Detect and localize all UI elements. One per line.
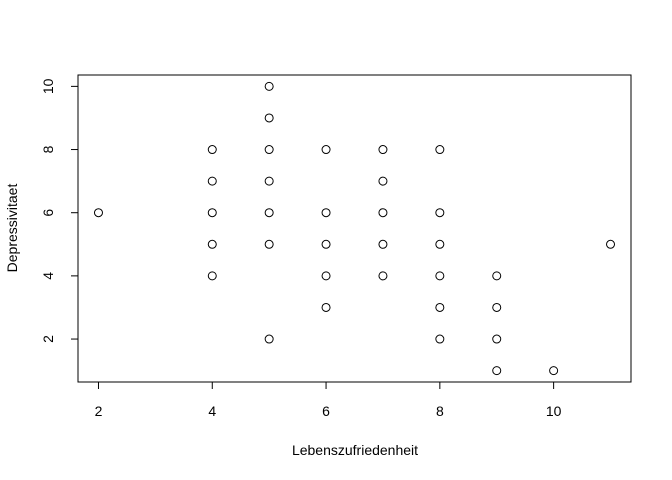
data-point <box>492 302 502 312</box>
data-point <box>321 302 331 312</box>
x-axis-label: Lebenszufriedenheit <box>292 442 418 458</box>
x-tick-label: 2 <box>95 403 103 419</box>
data-point <box>264 334 274 344</box>
y-tick-label: 10 <box>40 78 56 94</box>
data-point <box>321 145 331 155</box>
data-point <box>207 208 217 218</box>
data-point <box>264 208 274 218</box>
data-point <box>492 334 502 344</box>
data-point <box>207 271 217 281</box>
data-point <box>492 366 502 376</box>
data-point <box>321 208 331 218</box>
data-point <box>207 176 217 186</box>
data-point <box>435 271 445 281</box>
data-point <box>264 239 274 249</box>
data-point <box>93 208 103 218</box>
y-tick-label: 6 <box>40 209 56 217</box>
data-point <box>492 271 502 281</box>
data-point <box>264 176 274 186</box>
data-points <box>93 81 616 376</box>
y-tick-label: 2 <box>40 335 56 343</box>
plot-frame <box>77 74 632 383</box>
y-axis-label: Depressivitaet <box>4 184 20 273</box>
data-point <box>264 81 274 91</box>
data-point <box>549 366 559 376</box>
y-tick-label: 4 <box>40 272 56 280</box>
data-point <box>606 239 616 249</box>
x-tick-label: 6 <box>322 403 330 419</box>
x-tick-label: 4 <box>208 403 216 419</box>
y-tick-label: 8 <box>40 145 56 153</box>
x-tick-label: 10 <box>546 403 562 419</box>
data-point <box>378 208 388 218</box>
x-axis: 2 4 6 8 10 <box>95 381 562 419</box>
data-point <box>378 145 388 155</box>
data-point <box>207 239 217 249</box>
data-point <box>435 208 445 218</box>
data-point <box>378 176 388 186</box>
data-point <box>207 145 217 155</box>
x-tick-label: 8 <box>436 403 444 419</box>
data-point <box>378 271 388 281</box>
data-point <box>435 334 445 344</box>
data-point <box>435 302 445 312</box>
data-point <box>321 239 331 249</box>
data-point <box>264 145 274 155</box>
data-point <box>321 271 331 281</box>
data-point <box>435 145 445 155</box>
y-axis: 2 4 6 8 10 <box>40 78 79 343</box>
data-point <box>378 239 388 249</box>
data-point <box>264 113 274 123</box>
data-point <box>435 239 445 249</box>
